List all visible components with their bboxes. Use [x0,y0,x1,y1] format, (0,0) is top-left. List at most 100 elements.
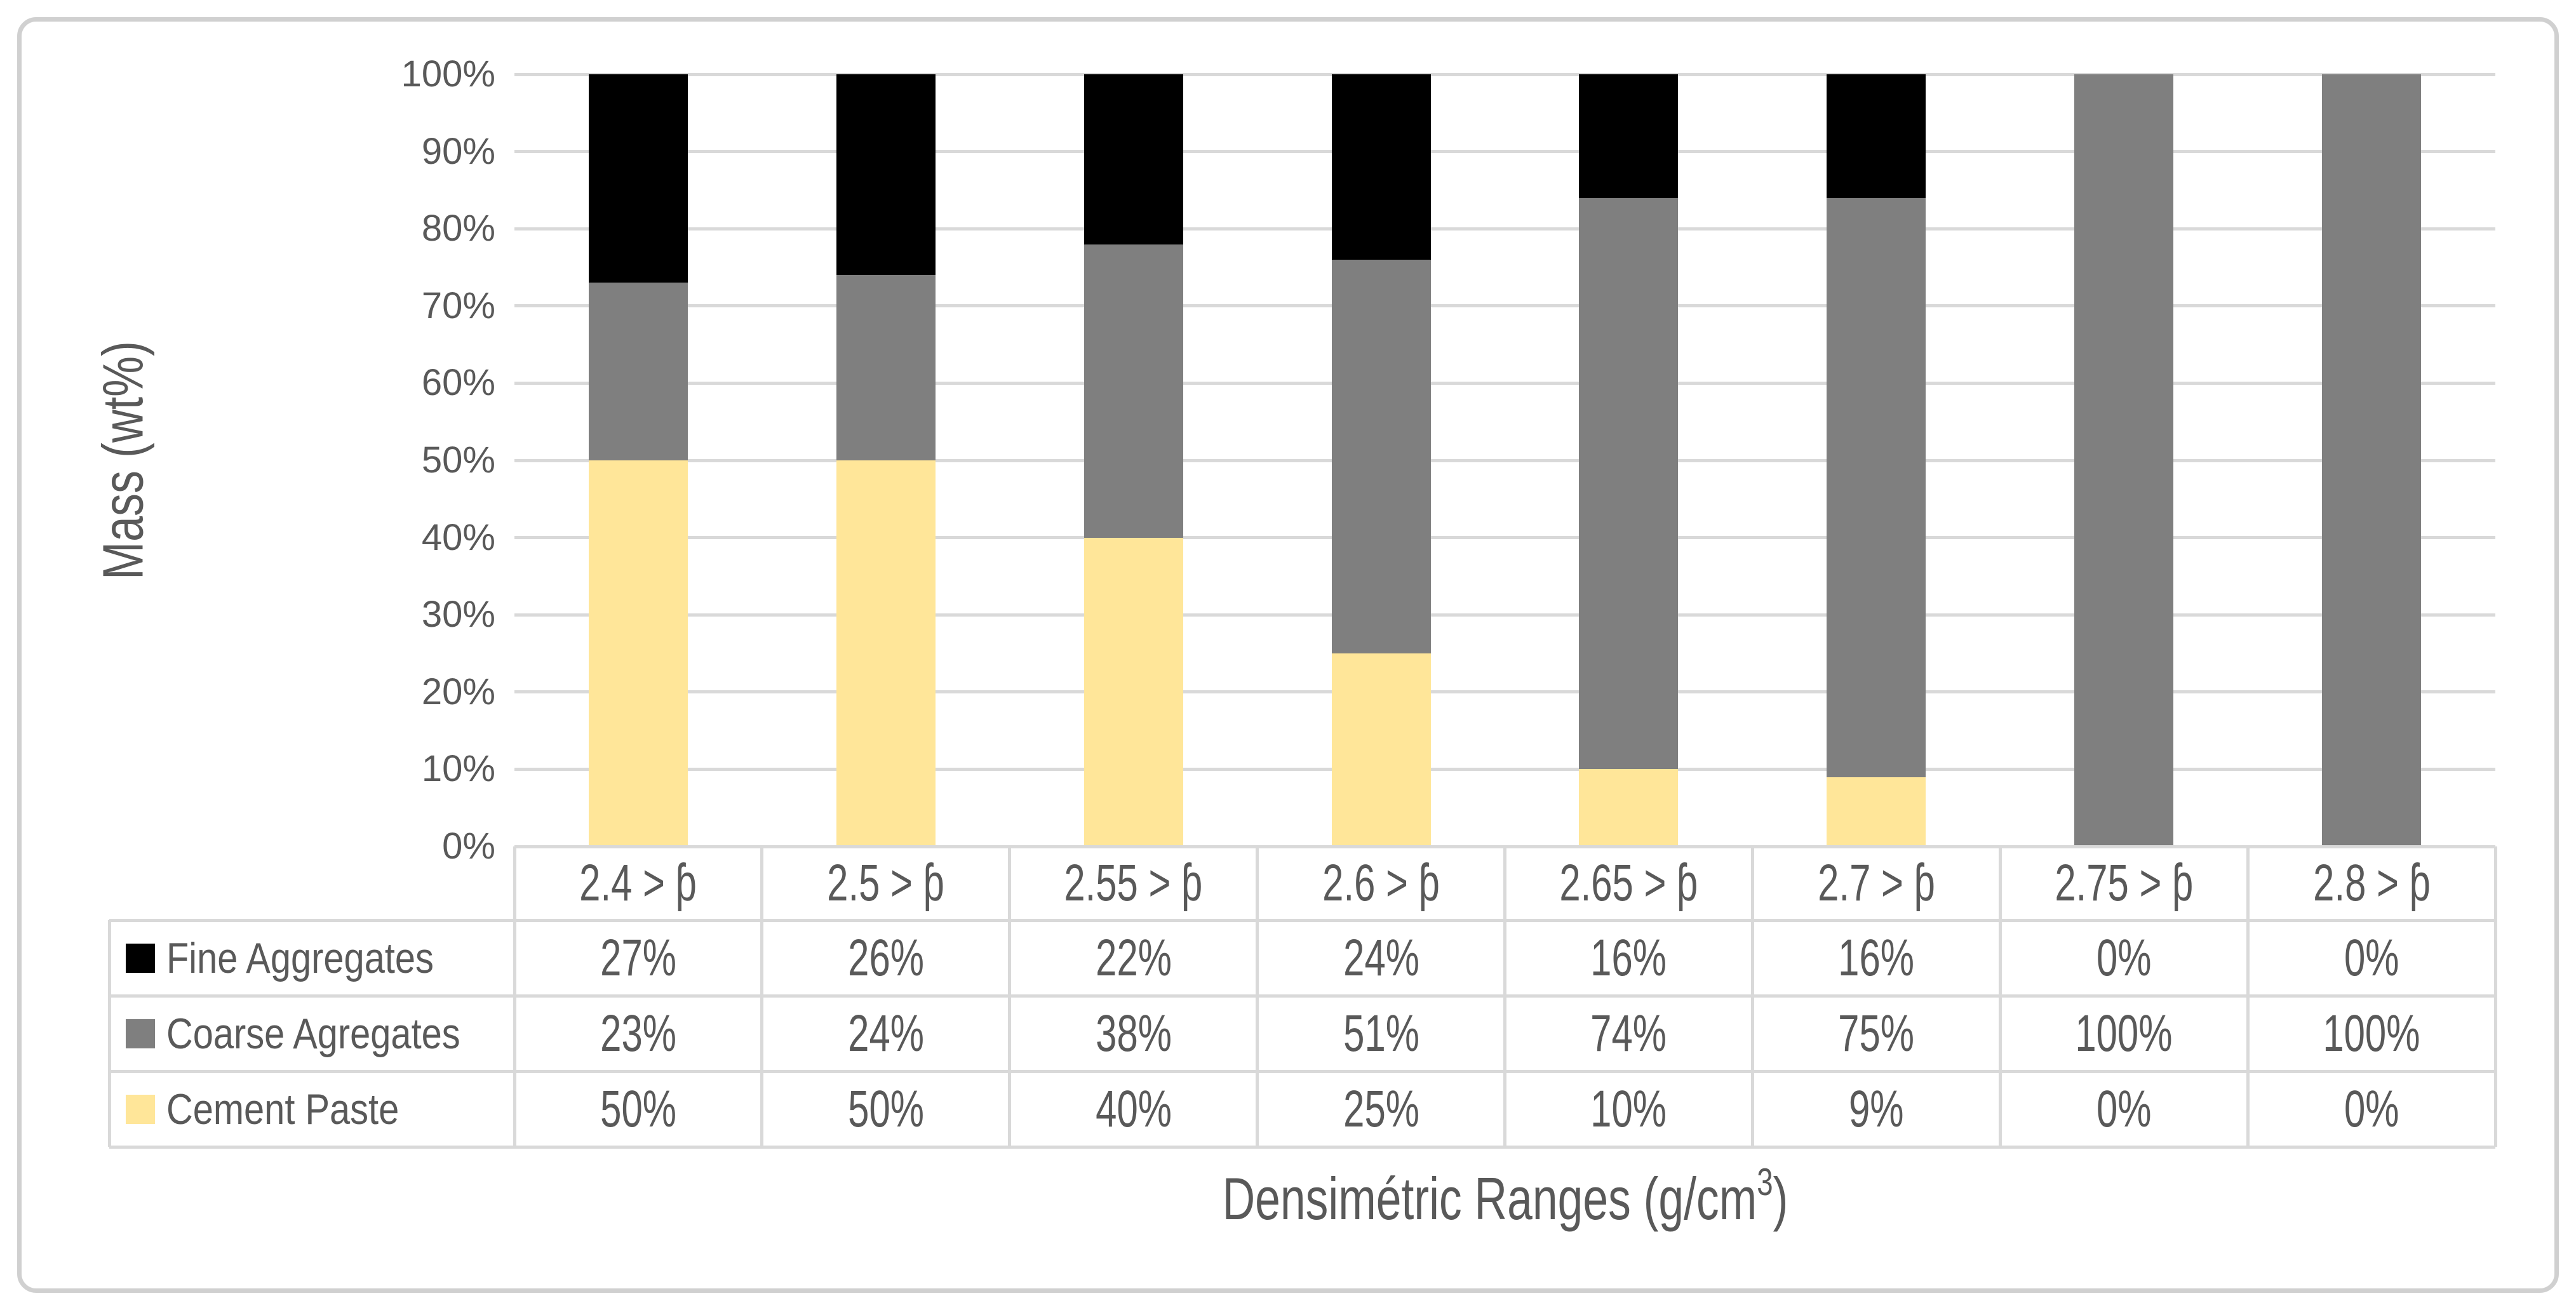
legend-item-coarse-agregates: Coarse Agregates [126,996,500,1071]
value-text: 74% [1590,1004,1667,1062]
value-cell: 50% [514,1071,762,1147]
category-header-cell: 2.5 > ƥ [762,846,1010,920]
legend-label: Coarse Agregates [166,1009,460,1058]
table-line-v [760,846,764,1147]
bar-segment-coarse-agregates [1083,244,1183,538]
legend-item-fine-aggregates: Fine Aggregates [126,920,500,996]
bar-segment-fine-aggregates [1827,74,1926,198]
bar-segment-cement-paste [836,460,936,846]
table-line-h [109,1145,2495,1149]
bar-segment-fine-aggregates [1083,74,1183,244]
value-text: 0% [2344,1079,2399,1138]
value-cell: 0% [2248,920,2495,996]
y-tick-label: 70% [421,284,495,326]
category-label: 2.65 > ƥ [1559,854,1698,912]
value-text: 16% [1590,928,1667,987]
superscript-3: 3 [1757,1160,1773,1203]
value-text: 100% [2075,1004,2173,1062]
value-cell: 38% [1010,996,1258,1071]
gridline-90% [514,150,2495,154]
value-text: 23% [600,1004,676,1062]
gridline-50% [514,458,2495,462]
value-text: 24% [847,1004,924,1062]
value-text: 75% [1838,1004,1915,1062]
value-text: 27% [600,928,676,987]
gridline-80% [514,227,2495,231]
value-cell: 51% [1258,996,1505,1071]
category-header-cell: 2.65 > ƥ [1505,846,1753,920]
category-header-cell: 2.7 > ƥ [1752,846,2000,920]
bar-segment-coarse-agregates [588,283,688,460]
y-tick-label: 60% [421,362,495,404]
value-text: 9% [1849,1079,1904,1138]
value-text: 0% [2344,928,2399,987]
value-text: 25% [1343,1079,1419,1138]
gridline-60% [514,381,2495,385]
category-label: 2.6 > ƥ [1322,854,1440,912]
table-line-h [109,918,2495,922]
bar-segment-cement-paste [1083,537,1183,846]
bar-segment-coarse-agregates [1579,197,1679,770]
bar-segment-fine-aggregates [1331,74,1431,260]
category-header-cell: 2.6 > ƥ [1258,846,1505,920]
y-tick-label: 0% [442,825,495,867]
value-text: 0% [2096,928,2152,987]
value-text: 24% [1343,928,1419,987]
x-axis-title: Densimétric Ranges (g/cm3) [1133,1160,1877,1233]
category-label: 2.8 > ƥ [2312,854,2431,912]
gridline-40% [514,536,2495,540]
legend-swatch-icon [126,1094,155,1124]
category-label: 2.7 > ƥ [1817,854,1935,912]
value-cell: 100% [2000,996,2248,1071]
bar-segment-coarse-agregates [1331,259,1431,653]
category-header-cell: 2.55 > ƥ [1010,846,1258,920]
y-tick-label: 40% [421,516,495,558]
table-line-v [1256,846,1259,1147]
category-label: 2.75 > ƥ [2055,854,2194,912]
table-line-v [1998,846,2002,1147]
y-tick-label: 80% [421,208,495,250]
bar-segment-fine-aggregates [1579,74,1679,198]
value-text: 50% [600,1079,676,1138]
value-text: 16% [1838,928,1915,987]
y-tick-label: 50% [421,439,495,481]
category-header-cell: 2.8 > ƥ [2248,846,2495,920]
value-cell: 0% [2000,1071,2248,1147]
category-label: 2.5 > ƥ [827,854,945,912]
y-tick-label: 20% [421,671,495,712]
y-tick-label: 10% [421,748,495,790]
value-cell: 24% [1258,920,1505,996]
value-cell: 50% [762,1071,1010,1147]
value-cell: 75% [1752,996,2000,1071]
value-cell: 26% [762,920,1010,996]
value-cell: 9% [1752,1071,2000,1147]
x-axis-title-text: Densimétric Ranges (g/cm3) [1222,1160,1788,1232]
bar-segment-cement-paste [1579,769,1679,846]
legend-swatch-icon [126,943,155,973]
value-text: 51% [1343,1004,1419,1062]
bar-segment-fine-aggregates [588,74,688,283]
value-cell: 16% [1752,920,2000,996]
legend-item-cement-paste: Cement Paste [126,1071,500,1147]
value-text: 26% [847,928,924,987]
gridline-30% [514,613,2495,617]
table-line-v [1008,846,1012,1147]
value-text: 38% [1095,1004,1172,1062]
gridline-10% [514,767,2495,771]
category-label: 2.55 > ƥ [1064,854,1203,912]
bar-segment-coarse-agregates [1827,197,1926,777]
value-cell: 16% [1505,920,1753,996]
value-cell: 0% [2248,1071,2495,1147]
y-tick-label: 90% [421,130,495,172]
gridline-70% [514,304,2495,308]
category-header-cell: 2.75 > ƥ [2000,846,2248,920]
bar-segment-cement-paste [1331,653,1431,846]
legend-label: Fine Aggregates [166,933,434,982]
table-line-v [2246,846,2250,1147]
bar-segment-cement-paste [588,460,688,846]
value-cell: 0% [2000,920,2248,996]
bar-segment-coarse-agregates [2074,74,2174,846]
